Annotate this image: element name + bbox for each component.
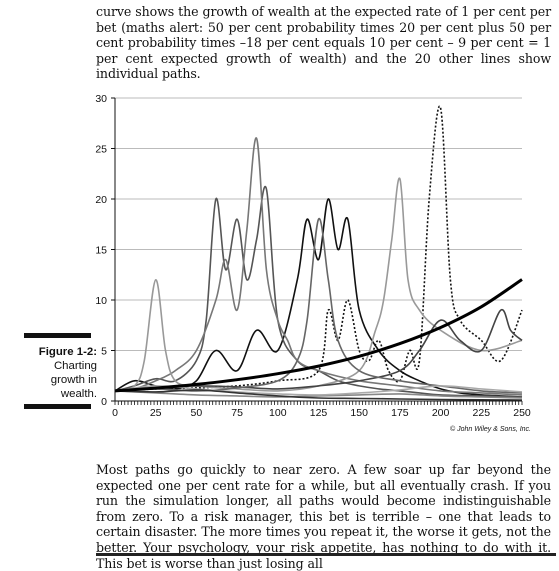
- wealth-chart: 0 5 10 15 20 25 30 0 25 50 75 100 125 150 175 200 225 250…: [95, 93, 531, 433]
- caption-rule-top: [24, 333, 91, 338]
- wealth-path-2: [114, 185, 523, 398]
- x-tick-label-0: 0: [112, 407, 118, 419]
- figure-label: Figure 1-2:: [38, 346, 97, 358]
- wealth-path-3: [114, 137, 523, 396]
- paths-layer: [114, 105, 523, 401]
- wealth-path-8: [114, 390, 523, 399]
- x-tick-label-100: 100: [269, 407, 287, 419]
- caption-line-2: growth in: [50, 374, 97, 386]
- x-tick-label-75: 75: [231, 407, 243, 419]
- x-tick-label-200: 200: [432, 407, 450, 419]
- axis-layer: 0 5 10 15 20 25 30 0 25 50 75 100 125 150 175 200 225 250: [95, 93, 531, 419]
- wealth-path-10: [114, 389, 523, 401]
- y-tick-label-30: 30: [95, 93, 107, 105]
- y-tick-label-0: 0: [101, 396, 107, 408]
- expected-growth-curve: [114, 278, 523, 393]
- y-tick-label-25: 25: [95, 144, 107, 156]
- y-tick-label-10: 10: [95, 295, 107, 307]
- caption-line-3: wealth.: [60, 388, 97, 400]
- wealth-path-9: [114, 385, 523, 396]
- x-tick-label-225: 225: [473, 407, 491, 419]
- y-tick-label-5: 5: [101, 346, 107, 358]
- x-tick-label-150: 150: [350, 407, 368, 419]
- grid-layer: [115, 97, 522, 351]
- x-tick-label-175: 175: [391, 407, 409, 419]
- x-tick-label-25: 25: [150, 407, 162, 419]
- caption-rule-bottom: [24, 404, 91, 409]
- wealth-path-1: [114, 198, 523, 398]
- wealth-path-6: [114, 308, 523, 392]
- x-tick-label-125: 125: [310, 407, 328, 419]
- x-tick-label-250: 250: [513, 407, 531, 419]
- x-tick-label-50: 50: [191, 407, 203, 419]
- figure-caption: Figure 1-2: Charting growth in wealth.: [39, 345, 97, 401]
- y-tick-label-15: 15: [95, 245, 107, 257]
- caption-line-1: Charting: [53, 360, 97, 372]
- copyright-credit: © John Wiley & Sons, Inc.: [450, 425, 531, 433]
- wealth-path-5: [114, 177, 523, 392]
- page-bottom-rule: [96, 553, 556, 556]
- top-paragraph: curve shows the growth of wealth at the …: [96, 4, 551, 82]
- y-tick-label-20: 20: [95, 194, 107, 206]
